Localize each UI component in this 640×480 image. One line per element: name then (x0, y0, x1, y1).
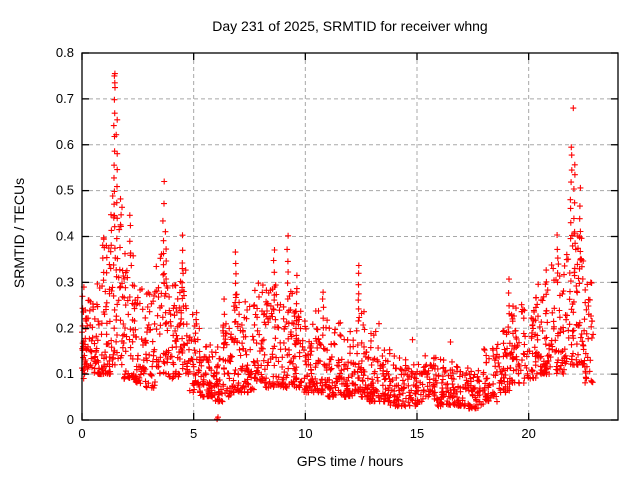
y-tick-label: 0.5 (56, 183, 74, 198)
y-tick-label: 0.8 (56, 45, 74, 60)
axes (81, 52, 619, 421)
y-tick-label: 0.3 (56, 274, 74, 289)
y-tick-label: 0.1 (56, 366, 74, 381)
y-tick-label: 0.7 (56, 91, 74, 106)
chart-title: Day 231 of 2025, SRMTID for receiver whn… (212, 18, 487, 34)
y-tick-label: 0.4 (56, 229, 74, 244)
x-tick-label: 0 (78, 426, 85, 441)
y-axis-label: SRMTID / TECUs (11, 178, 27, 288)
gridlines (82, 53, 618, 420)
x-tick-label: 15 (410, 426, 424, 441)
y-tick-label: 0.2 (56, 320, 74, 335)
data-points (79, 70, 597, 423)
tick-labels: 0 5 10 15 20 0 0.1 0.2 0.3 0.4 0.5 0.6 0.7 0.8 (56, 45, 536, 441)
x-tick-label: 10 (298, 426, 312, 441)
x-axis-label: GPS time / hours (297, 453, 404, 469)
x-tick-label: 20 (521, 426, 535, 441)
y-tick-label: 0.6 (56, 137, 74, 152)
scatter-markers (79, 70, 597, 423)
y-tick-label: 0 (67, 412, 74, 427)
x-tick-label: 5 (190, 426, 197, 441)
